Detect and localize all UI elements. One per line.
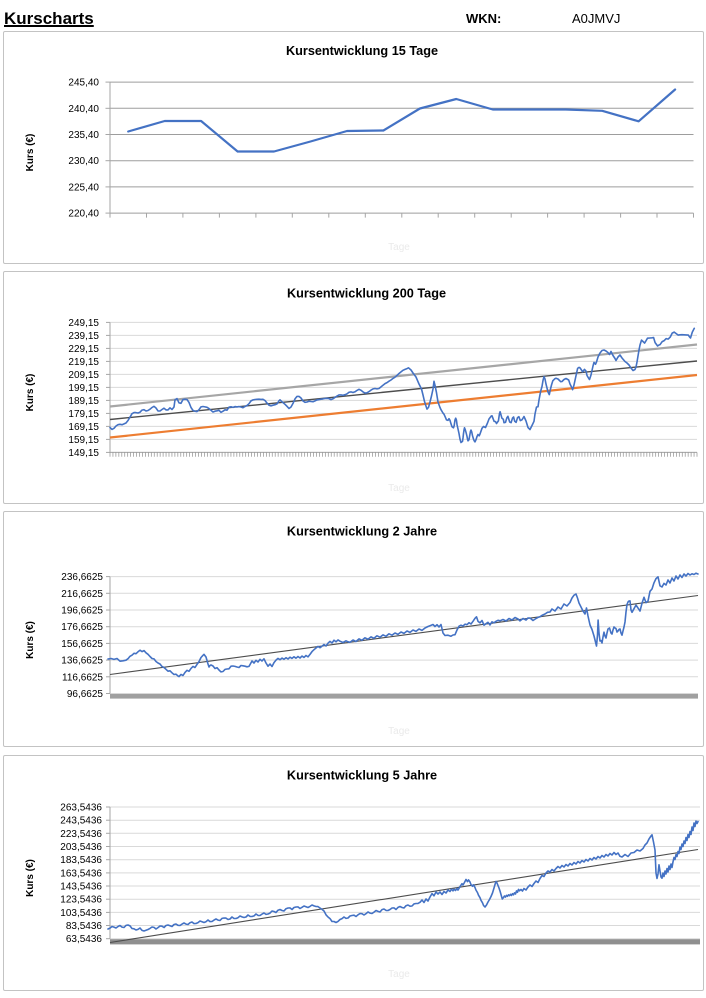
svg-text:143,5436: 143,5436 bbox=[60, 882, 102, 893]
svg-text:Tage: Tage bbox=[388, 242, 410, 253]
svg-text:Tage: Tage bbox=[388, 483, 410, 494]
svg-text:189,15: 189,15 bbox=[68, 396, 99, 407]
svg-text:235,40: 235,40 bbox=[68, 130, 99, 141]
svg-text:Kursentwicklung 200 Tage: Kursentwicklung 200 Tage bbox=[287, 287, 446, 301]
svg-text:225,40: 225,40 bbox=[68, 182, 99, 193]
svg-text:223,5436: 223,5436 bbox=[60, 829, 102, 840]
svg-text:Kurs (€): Kurs (€) bbox=[25, 134, 36, 172]
svg-text:149,15: 149,15 bbox=[68, 448, 99, 459]
svg-text:183,5436: 183,5436 bbox=[60, 855, 102, 866]
svg-text:243,5436: 243,5436 bbox=[60, 816, 102, 827]
svg-text:96,6625: 96,6625 bbox=[67, 689, 104, 700]
svg-text:116,6625: 116,6625 bbox=[62, 672, 103, 683]
svg-text:Kursentwicklung 5 Jahre: Kursentwicklung 5 Jahre bbox=[287, 769, 437, 783]
svg-text:196,6625: 196,6625 bbox=[61, 606, 103, 617]
svg-text:245,40: 245,40 bbox=[68, 78, 99, 89]
svg-text:230,40: 230,40 bbox=[68, 156, 99, 167]
svg-text:159,15: 159,15 bbox=[68, 435, 99, 446]
svg-text:263,5436: 263,5436 bbox=[60, 803, 102, 814]
svg-text:240,40: 240,40 bbox=[68, 104, 99, 115]
svg-text:Kursentwicklung 15 Tage: Kursentwicklung 15 Tage bbox=[286, 44, 438, 58]
svg-text:203,5436: 203,5436 bbox=[60, 842, 102, 853]
svg-text:Tage: Tage bbox=[388, 726, 410, 737]
svg-text:136,6625: 136,6625 bbox=[61, 656, 103, 667]
svg-text:Kurs (€): Kurs (€) bbox=[25, 859, 36, 897]
svg-text:Kurs (€): Kurs (€) bbox=[25, 621, 36, 659]
svg-text:Tage: Tage bbox=[388, 969, 410, 980]
svg-text:199,15: 199,15 bbox=[68, 383, 99, 394]
svg-text:Kursentwicklung 2 Jahre: Kursentwicklung 2 Jahre bbox=[287, 525, 437, 539]
svg-text:239,15: 239,15 bbox=[68, 331, 99, 342]
svg-text:249,15: 249,15 bbox=[68, 318, 99, 329]
svg-text:83,5436: 83,5436 bbox=[66, 921, 103, 932]
svg-text:103,5436: 103,5436 bbox=[60, 908, 102, 919]
svg-text:163,5436: 163,5436 bbox=[60, 868, 102, 879]
svg-text:176,6625: 176,6625 bbox=[61, 622, 103, 633]
svg-text:169,15: 169,15 bbox=[68, 422, 99, 433]
svg-text:216,6625: 216,6625 bbox=[61, 589, 103, 600]
svg-text:123,5436: 123,5436 bbox=[60, 895, 102, 906]
svg-text:209,15: 209,15 bbox=[68, 370, 99, 381]
svg-text:179,15: 179,15 bbox=[68, 409, 99, 420]
svg-text:219,15: 219,15 bbox=[68, 357, 99, 368]
svg-text:220,40: 220,40 bbox=[68, 209, 99, 220]
svg-text:229,15: 229,15 bbox=[68, 344, 99, 355]
svg-text:63,5436: 63,5436 bbox=[66, 934, 103, 945]
svg-text:Kurs (€): Kurs (€) bbox=[25, 374, 36, 412]
svg-text:236,6625: 236,6625 bbox=[61, 572, 103, 583]
svg-text:156,6625: 156,6625 bbox=[61, 639, 103, 650]
